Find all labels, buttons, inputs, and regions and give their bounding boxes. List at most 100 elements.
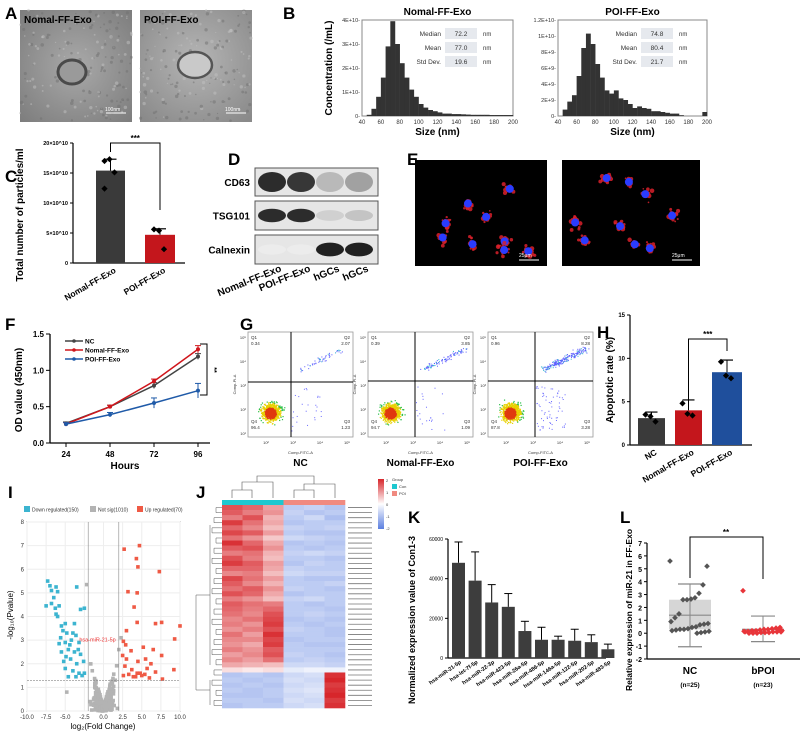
not-sig-point bbox=[96, 687, 100, 692]
tem-noise bbox=[65, 19, 68, 22]
histogram-bin bbox=[494, 115, 500, 116]
heatmap-cell bbox=[324, 616, 346, 623]
heatmap-cell bbox=[242, 550, 264, 557]
cell-event bbox=[269, 406, 271, 408]
down-regulated-point bbox=[48, 583, 52, 588]
cell-event bbox=[268, 417, 271, 419]
exosome-signal bbox=[463, 207, 466, 210]
cell-event bbox=[511, 416, 513, 418]
cell-event bbox=[435, 363, 437, 365]
cell-event bbox=[270, 415, 272, 417]
cell-event bbox=[276, 410, 278, 412]
tem-noise bbox=[65, 44, 67, 46]
data-point bbox=[106, 156, 113, 163]
quadrant-value: 0.39 bbox=[371, 341, 380, 346]
up-regulated-point bbox=[143, 657, 148, 661]
cell-event bbox=[506, 404, 508, 407]
cell-event bbox=[383, 414, 385, 416]
cell-event bbox=[507, 410, 510, 412]
cell-event bbox=[267, 409, 269, 411]
exosome-signal bbox=[649, 242, 652, 245]
cell-event bbox=[447, 356, 449, 358]
tem-noise bbox=[174, 49, 178, 53]
stat-unit: nm bbox=[483, 60, 491, 66]
cell-event bbox=[262, 407, 264, 409]
cell-event bbox=[266, 418, 269, 421]
heatmap-cell bbox=[324, 591, 346, 597]
tem-noise bbox=[180, 110, 184, 113]
blot-band bbox=[258, 172, 286, 192]
x-tick-label: 10³ bbox=[530, 440, 536, 445]
blot-band bbox=[287, 244, 315, 255]
heatmap-cell bbox=[304, 672, 325, 678]
tem-noise bbox=[97, 90, 100, 94]
cell-event bbox=[509, 419, 511, 421]
heatmap-cell bbox=[304, 520, 325, 526]
heatmap-cell bbox=[304, 570, 325, 577]
scale-bar-label: 100nm bbox=[105, 107, 120, 113]
histogram-bin bbox=[637, 106, 643, 116]
cell-event bbox=[573, 357, 575, 359]
cell-event bbox=[385, 405, 388, 407]
not-sig-point bbox=[111, 672, 116, 676]
plot-frame bbox=[247, 331, 354, 438]
cell-event bbox=[517, 416, 519, 418]
cell-event bbox=[577, 355, 579, 357]
heatmap-cell bbox=[304, 581, 325, 587]
histogram-bin bbox=[395, 44, 400, 116]
down-regulated-point bbox=[68, 643, 72, 647]
cell-event bbox=[391, 418, 393, 420]
cell-event bbox=[325, 356, 327, 358]
not-sig-point bbox=[106, 690, 110, 694]
x-tick-label: -10.0 bbox=[20, 715, 34, 721]
heatmap-cell bbox=[242, 631, 264, 638]
heatmap-cell bbox=[283, 530, 305, 536]
cell-event bbox=[385, 415, 387, 417]
annotation-label: hsa-miR-21-5p bbox=[79, 637, 115, 643]
up-regulated-point bbox=[124, 657, 129, 661]
tem-noise bbox=[95, 54, 99, 58]
histogram-title: Nomal-FF-Exo bbox=[404, 7, 472, 18]
cell-event bbox=[512, 408, 514, 410]
cell-event bbox=[510, 408, 512, 410]
cell-event bbox=[395, 413, 397, 415]
not-sig-point bbox=[108, 705, 113, 709]
cell-event bbox=[269, 401, 272, 404]
cell-event bbox=[260, 408, 262, 411]
cell-event bbox=[425, 406, 427, 408]
cell-event bbox=[398, 408, 400, 410]
tem-noise bbox=[174, 84, 178, 89]
tem-noise bbox=[164, 65, 168, 69]
up-regulated-point bbox=[159, 620, 164, 625]
stat-value-box bbox=[445, 42, 477, 53]
cell-event bbox=[388, 404, 390, 406]
cell-event bbox=[570, 358, 572, 360]
tem-noise bbox=[19, 23, 22, 26]
cell-event bbox=[457, 352, 459, 354]
legend-label: Up regulated(70) bbox=[145, 508, 183, 514]
tem-noise bbox=[207, 112, 211, 117]
cell-event bbox=[571, 353, 573, 355]
cell-event bbox=[541, 410, 543, 412]
heatmap-cell bbox=[222, 626, 243, 633]
tem-noise bbox=[126, 40, 131, 45]
cell-event bbox=[505, 418, 507, 420]
cell-event bbox=[262, 406, 264, 408]
blot-band bbox=[258, 244, 286, 255]
x-tick-label: 72 bbox=[150, 450, 159, 459]
not-sig-point bbox=[107, 691, 112, 695]
panel-label-g: G bbox=[240, 315, 253, 334]
cell-event bbox=[506, 413, 508, 415]
heatmap-cell bbox=[222, 560, 243, 567]
exosome-vesicle bbox=[176, 50, 214, 80]
cell-event bbox=[582, 349, 584, 351]
x-tick-label: 96 bbox=[194, 450, 203, 459]
cell-nucleus bbox=[668, 211, 677, 220]
cell-event bbox=[506, 418, 508, 420]
cell-event bbox=[499, 409, 501, 411]
not-sig-point bbox=[97, 705, 102, 710]
tem-noise bbox=[176, 31, 180, 35]
cell-event bbox=[512, 415, 514, 418]
cell-event bbox=[517, 403, 519, 405]
y-tick-label: 2E+10- bbox=[342, 66, 360, 72]
